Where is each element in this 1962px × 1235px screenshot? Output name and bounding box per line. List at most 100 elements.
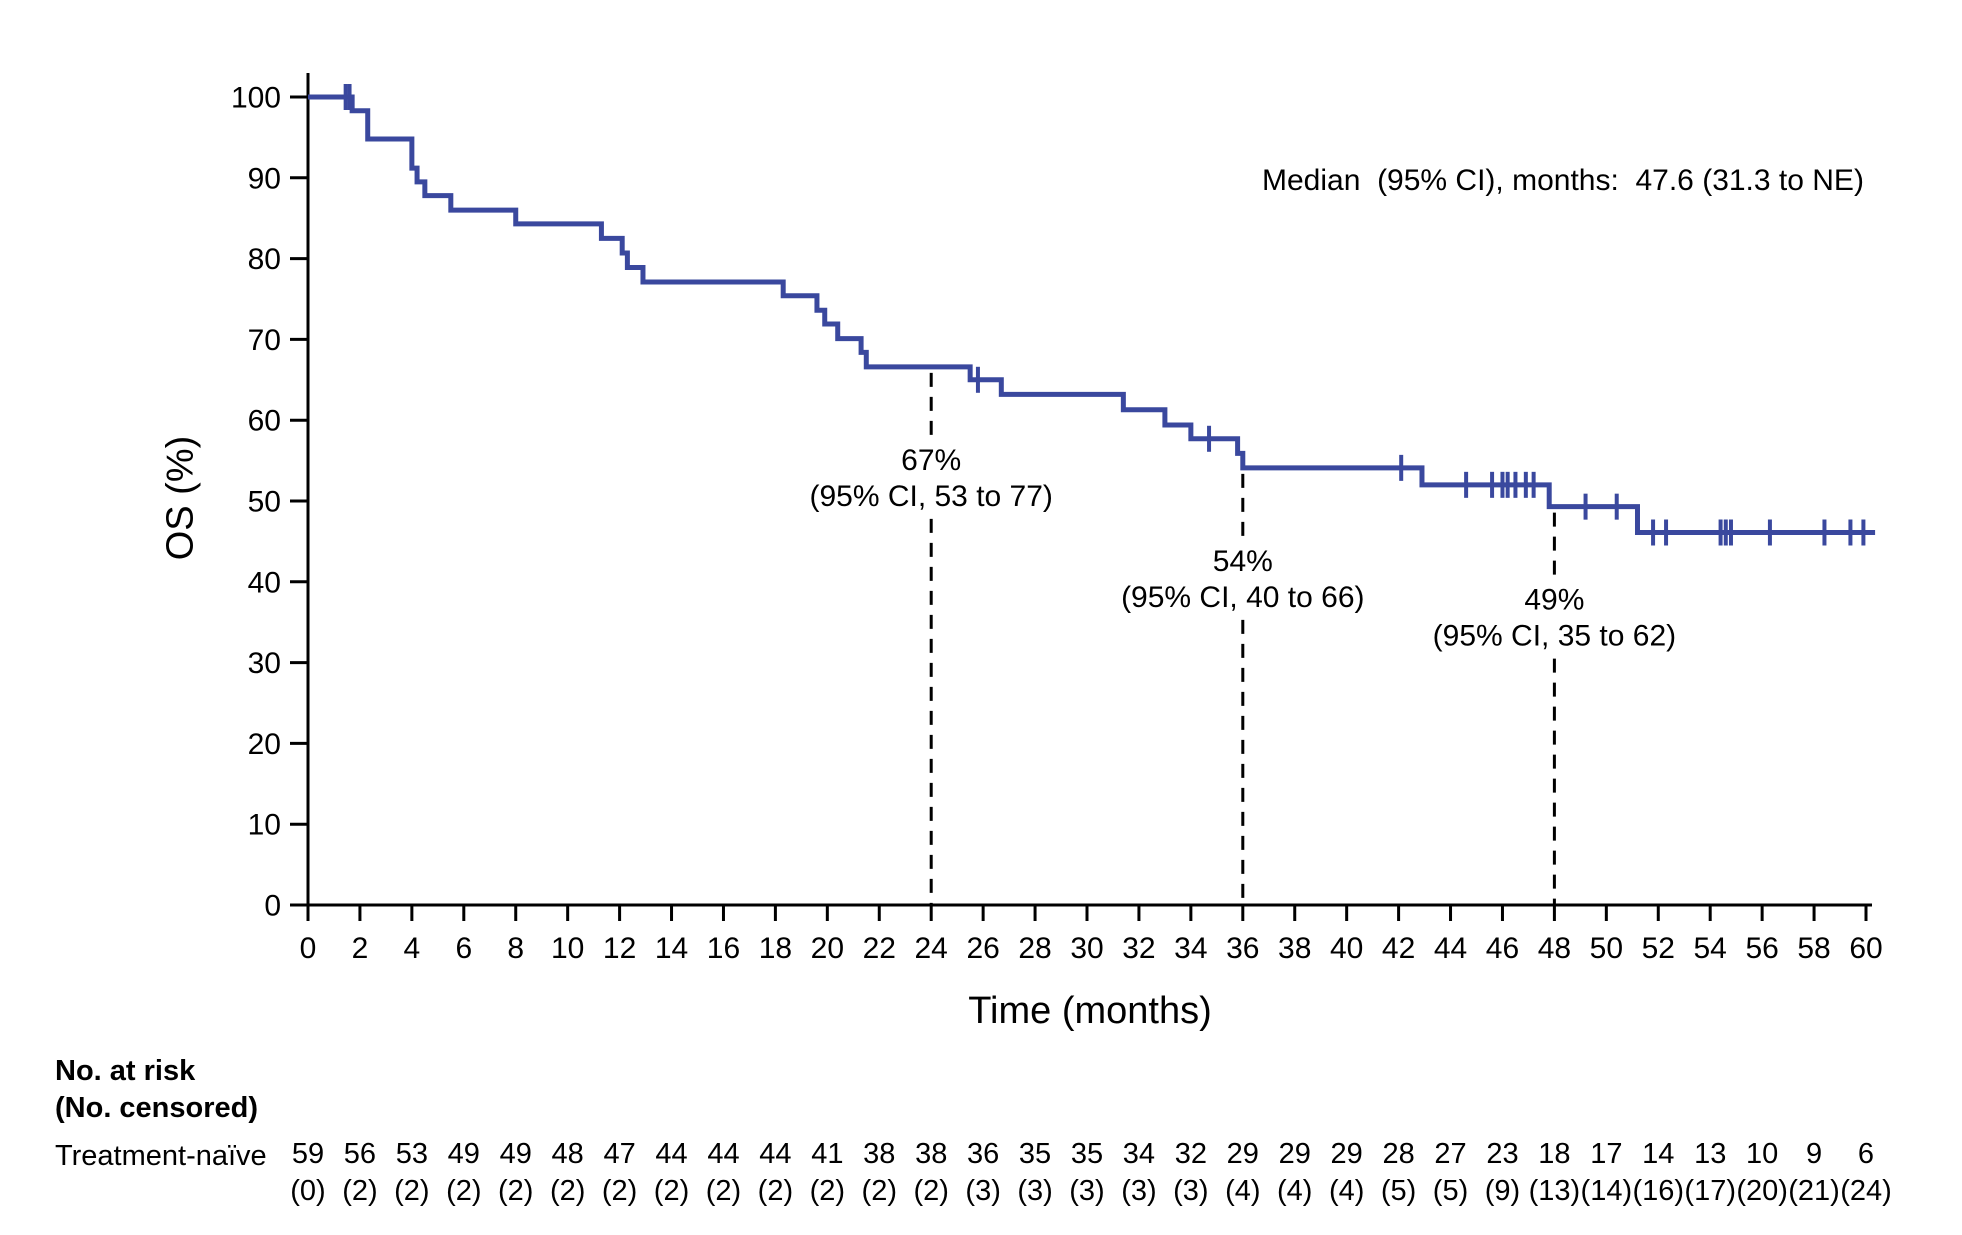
risk-at-risk-value: 38 — [863, 1138, 895, 1170]
risk-censored-value: (3) — [1121, 1175, 1156, 1207]
x-tick-label: 40 — [1330, 932, 1363, 965]
y-tick-label: 60 — [248, 405, 281, 438]
y-tick-label: 70 — [248, 324, 281, 357]
risk-at-risk-value: 13 — [1694, 1138, 1726, 1170]
y-tick-label: 20 — [248, 728, 281, 761]
risk-censored-value: (2) — [550, 1175, 585, 1207]
risk-censored-value: (2) — [342, 1175, 377, 1207]
landmark-value-label-36: 54% — [1213, 545, 1273, 578]
y-tick-label: 10 — [248, 809, 281, 842]
risk-censored-value: (16) — [1632, 1175, 1684, 1207]
risk-at-risk-value: 38 — [915, 1138, 947, 1170]
y-tick-label: 90 — [248, 162, 281, 195]
x-tick-label: 6 — [455, 932, 472, 965]
x-tick-label: 26 — [966, 932, 999, 965]
risk-at-risk-value: 47 — [603, 1138, 635, 1170]
risk-at-risk-value: 49 — [448, 1138, 480, 1170]
x-tick-label: 56 — [1745, 932, 1778, 965]
x-axis-title: Time (months) — [968, 990, 1212, 1032]
risk-at-risk-value: 23 — [1486, 1138, 1518, 1170]
risk-censored-value: (0) — [290, 1175, 325, 1207]
x-tick-label: 10 — [551, 932, 584, 965]
risk-at-risk-value: 28 — [1382, 1138, 1414, 1170]
risk-censored-value: (4) — [1329, 1175, 1364, 1207]
y-tick-label: 50 — [248, 486, 281, 519]
risk-at-risk-value: 48 — [552, 1138, 584, 1170]
x-tick-label: 24 — [915, 932, 948, 965]
risk-at-risk-value: 27 — [1434, 1138, 1466, 1170]
x-tick-label: 2 — [352, 932, 369, 965]
risk-censored-value: (9) — [1485, 1175, 1520, 1207]
risk-censored-value: (5) — [1433, 1175, 1468, 1207]
risk-at-risk-value: 9 — [1806, 1138, 1822, 1170]
risk-censored-value: (3) — [1069, 1175, 1104, 1207]
risk-at-risk-value: 44 — [759, 1138, 791, 1170]
risk-censored-value: (17) — [1684, 1175, 1736, 1207]
x-tick-label: 42 — [1382, 932, 1415, 965]
y-tick-label: 30 — [248, 647, 281, 680]
risk-censored-value: (5) — [1381, 1175, 1416, 1207]
median-annotation: Median (95% CI), months: 47.6 (31.3 to N… — [1262, 164, 1864, 197]
risk-at-risk-value: 44 — [707, 1138, 739, 1170]
x-tick-label: 4 — [404, 932, 421, 965]
risk-censored-value: (3) — [1173, 1175, 1208, 1207]
landmark-value-label-24: 67% — [901, 444, 961, 477]
x-tick-label: 16 — [707, 932, 740, 965]
risk-at-risk-value: 10 — [1746, 1138, 1778, 1170]
y-axis-title: OS (%) — [159, 435, 202, 561]
y-tick-label: 0 — [264, 890, 281, 923]
x-tick-label: 38 — [1278, 932, 1311, 965]
risk-censored-value: (21) — [1788, 1175, 1840, 1207]
risk-at-risk-value: 29 — [1227, 1138, 1259, 1170]
x-tick-label: 28 — [1018, 932, 1051, 965]
risk-censored-value: (2) — [810, 1175, 845, 1207]
landmark-value-label-48: 49% — [1524, 584, 1584, 617]
risk-censored-value: (4) — [1225, 1175, 1260, 1207]
x-tick-label: 12 — [603, 932, 636, 965]
risk-at-risk-value: 56 — [344, 1138, 376, 1170]
risk-censored-value: (2) — [602, 1175, 637, 1207]
risk-censored-value: (2) — [498, 1175, 533, 1207]
x-tick-label: 32 — [1122, 932, 1155, 965]
risk-censored-value: (2) — [862, 1175, 897, 1207]
x-tick-label: 46 — [1486, 932, 1519, 965]
risk-censored-value: (2) — [706, 1175, 741, 1207]
x-tick-label: 44 — [1434, 932, 1467, 965]
x-tick-label: 22 — [863, 932, 896, 965]
risk-table-header-line2: (No. censored) — [55, 1092, 259, 1124]
x-tick-label: 18 — [759, 932, 792, 965]
risk-at-risk-value: 35 — [1071, 1138, 1103, 1170]
km-step-curve — [308, 94, 1876, 536]
risk-at-risk-value: 49 — [500, 1138, 532, 1170]
risk-at-risk-value: 59 — [292, 1138, 324, 1170]
x-tick-label: 34 — [1174, 932, 1207, 965]
risk-at-risk-value: 35 — [1019, 1138, 1051, 1170]
risk-at-risk-value: 53 — [396, 1138, 428, 1170]
risk-censored-value: (2) — [446, 1175, 481, 1207]
risk-at-risk-value: 29 — [1279, 1138, 1311, 1170]
risk-at-risk-value: 41 — [811, 1138, 843, 1170]
x-tick-label: 52 — [1642, 932, 1675, 965]
risk-at-risk-value: 44 — [655, 1138, 687, 1170]
x-tick-label: 54 — [1694, 932, 1727, 965]
risk-at-risk-value: 34 — [1123, 1138, 1155, 1170]
y-tick-label: 80 — [248, 243, 281, 276]
landmark-ci-label-24: (95% CI, 53 to 77) — [809, 480, 1052, 513]
risk-censored-value: (3) — [1017, 1175, 1052, 1207]
risk-at-risk-value: 18 — [1538, 1138, 1570, 1170]
risk-at-risk-value: 32 — [1175, 1138, 1207, 1170]
risk-censored-value: (2) — [394, 1175, 429, 1207]
landmark-ci-label-48: (95% CI, 35 to 62) — [1433, 620, 1676, 653]
x-tick-label: 14 — [655, 932, 688, 965]
risk-at-risk-value: 29 — [1331, 1138, 1363, 1170]
landmark-ci-label-36: (95% CI, 40 to 66) — [1121, 581, 1364, 614]
x-tick-label: 48 — [1538, 932, 1571, 965]
x-tick-label: 20 — [811, 932, 844, 965]
x-tick-label: 60 — [1849, 932, 1882, 965]
y-tick-label: 100 — [231, 82, 281, 115]
risk-table-row-label: Treatment-naïve — [55, 1140, 267, 1172]
risk-at-risk-value: 36 — [967, 1138, 999, 1170]
x-tick-label: 36 — [1226, 932, 1259, 965]
